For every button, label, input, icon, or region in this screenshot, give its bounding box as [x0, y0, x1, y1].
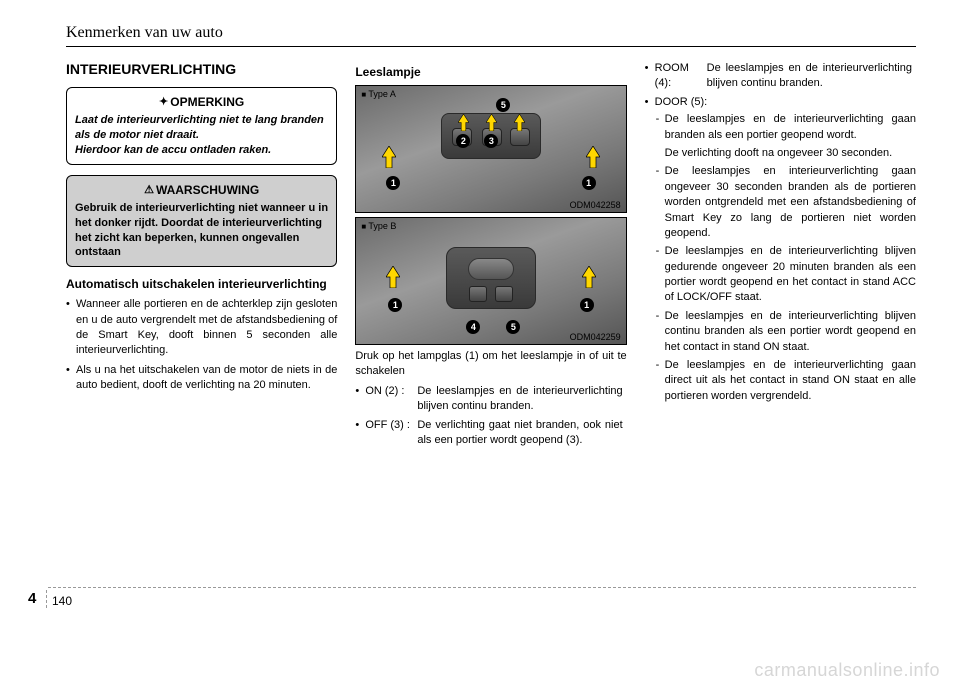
footer-divider — [46, 590, 47, 608]
note-body-1: Laat de interieurverlichting niet te lan… — [75, 113, 328, 143]
auto-off-item-1: Wanneer alle portieren en de achterklep … — [66, 297, 337, 359]
door-label: DOOR (5): — [655, 96, 708, 108]
callout-1: 1 — [388, 298, 402, 312]
door-sub-1: De leeslampjes en de interieurverlichtin… — [655, 112, 916, 143]
door-sub-5: De leeslampjes en de interieurverlichtin… — [655, 358, 916, 404]
figure-a-code: ODM042258 — [570, 200, 621, 210]
door-sub-1b: De verlichting dooft na ongeveer 30 seco… — [655, 146, 916, 161]
panel-button — [510, 128, 530, 146]
door-item: DOOR (5): — [645, 95, 916, 110]
arrow-icon — [382, 146, 396, 168]
off-text: De verlichting gaat niet branden, ook ni… — [417, 418, 622, 449]
arrow-icon — [486, 114, 497, 131]
callout-1b: 1 — [580, 298, 594, 312]
figure-type-b: Type B 1 1 4 5 ODM042259 — [355, 217, 626, 345]
chapter-number: 4 — [28, 590, 36, 607]
content-columns: INTERIEURVERLICHTING ✦OPMERKING Laat de … — [66, 61, 916, 451]
arrow-icon — [582, 266, 596, 288]
figure-b-label: Type B — [361, 221, 396, 231]
room-label: ROOM (4): — [655, 61, 707, 92]
arrow-icon — [458, 114, 469, 131]
callout-5: 5 — [496, 98, 510, 112]
callout-1b: 1 — [582, 176, 596, 190]
room-item: ROOM (4):De leeslampjes en de interieurv… — [645, 61, 916, 92]
reading-lamp-intro: Druk op het lampglas (1) om het leeslamp… — [355, 349, 626, 380]
panel-oval — [468, 258, 514, 280]
console-panel-b — [446, 247, 536, 309]
on-text: De leeslampjes en de interieurverlichtin… — [417, 384, 622, 415]
arrow-icon — [386, 266, 400, 288]
page-header: Kenmerken van uw auto — [66, 24, 916, 47]
callout-1: 1 — [386, 176, 400, 190]
auto-off-heading: Automatisch uitschakelen interieurverlic… — [66, 277, 337, 292]
off-item: OFF (3) :De verlichting gaat niet brande… — [355, 418, 626, 449]
room-text: De leeslampjes en de interieurverlichtin… — [707, 61, 912, 92]
callout-5: 5 — [506, 320, 520, 334]
note-title-text: OPMERKING — [170, 95, 244, 109]
warning-title-text: WAARSCHUWING — [156, 183, 259, 197]
warning-triangle-icon: ⚠ — [144, 184, 154, 196]
note-title: ✦OPMERKING — [75, 94, 328, 110]
diamond-icon: ✦ — [159, 96, 168, 108]
arrow-icon — [514, 114, 525, 131]
section-title: INTERIEURVERLICHTING — [66, 61, 337, 77]
arrow-icon — [586, 146, 600, 168]
panel-button — [495, 286, 513, 302]
off-label: OFF (3) : — [365, 418, 417, 433]
door-sub-4: De leeslampjes en de interieurverlichtin… — [655, 309, 916, 355]
column-2: Leeslampje Type A 1 1 2 3 5 ODM042258 — [355, 61, 626, 451]
note-body-2: Hierdoor kan de accu ontladen raken. — [75, 143, 328, 158]
figure-b-code: ODM042259 — [570, 332, 621, 342]
watermark-bottom: carmanualsonline.info — [754, 660, 940, 681]
note-box: ✦OPMERKING Laat de interieurverlichting … — [66, 87, 337, 165]
door-sub-2: De leeslampjes en interieurverlichting g… — [655, 164, 916, 241]
callout-4: 4 — [466, 320, 480, 334]
page-number: 140 — [52, 594, 72, 608]
warning-title: ⚠WAARSCHUWING — [75, 182, 328, 198]
warning-body: Gebruik de interieurverlichting niet wan… — [75, 201, 328, 260]
auto-off-item-2: Als u na het uitschakelen van de motor d… — [66, 363, 337, 394]
panel-button — [469, 286, 487, 302]
figure-a-label: Type A — [361, 89, 396, 99]
door-sub-3: De leeslampjes en de interieurverlichtin… — [655, 244, 916, 306]
warning-box: ⚠WAARSCHUWING Gebruik de interieurverlic… — [66, 175, 337, 268]
page-footer: 4 140 — [48, 587, 916, 590]
column-1: INTERIEURVERLICHTING ✦OPMERKING Laat de … — [66, 61, 337, 451]
figure-type-a: Type A 1 1 2 3 5 ODM042258 — [355, 85, 626, 213]
column-3: ROOM (4):De leeslampjes en de interieurv… — [645, 61, 916, 451]
on-item: ON (2) :De leeslampjes en de interieurve… — [355, 384, 626, 415]
on-label: ON (2) : — [365, 384, 417, 399]
reading-lamp-heading: Leeslampje — [355, 65, 626, 80]
auto-off-list: Wanneer alle portieren en de achterklep … — [66, 297, 337, 393]
